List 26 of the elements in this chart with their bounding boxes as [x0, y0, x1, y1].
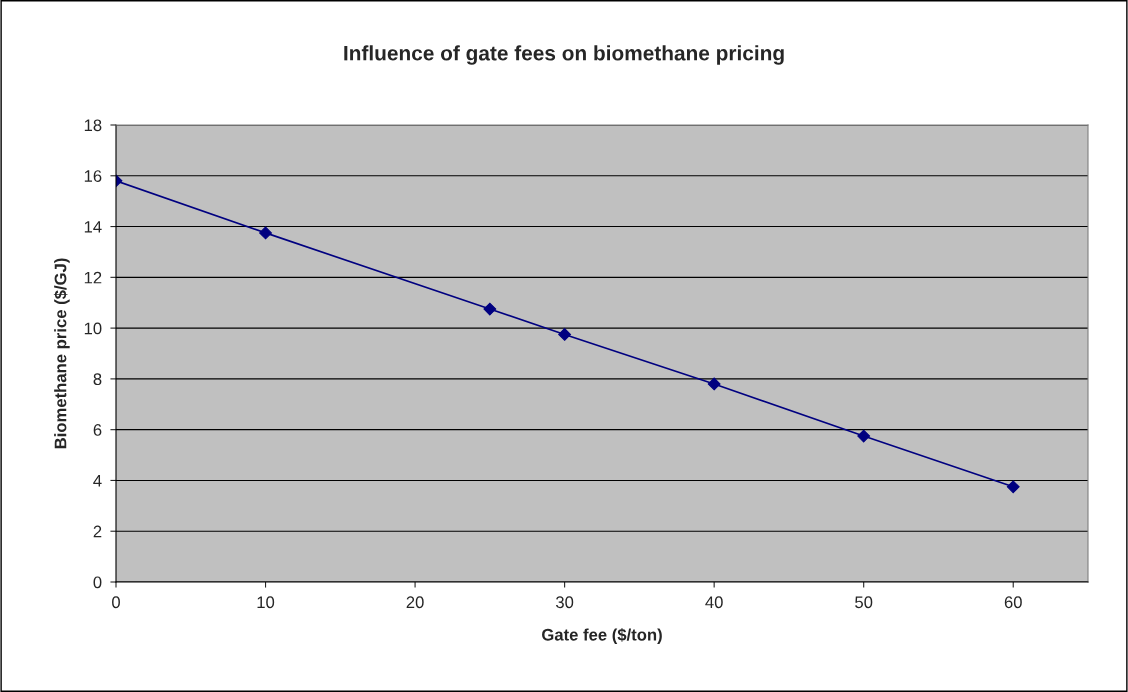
point — [857, 429, 871, 443]
x-tick-label: 30 — [555, 596, 574, 609]
y-tick-label: 16 — [84, 170, 102, 182]
y-tick-label: 0 — [93, 576, 102, 589]
x-tick-label: 20 — [406, 596, 424, 609]
point — [707, 377, 721, 391]
x-tick-label: 60 — [1004, 596, 1022, 609]
y-tick-label: 14 — [84, 221, 102, 233]
y-tick-label: 8 — [93, 373, 102, 386]
x-tick-label: 0 — [112, 596, 120, 609]
point — [483, 302, 497, 316]
y-tick-label: 18 — [84, 119, 102, 132]
x-tick-label: 40 — [705, 596, 723, 609]
y-axis-title: Biomethane price ($/GJ) — [53, 258, 70, 449]
x-tick-label: 50 — [855, 596, 873, 609]
y-tick-label: 2 — [93, 525, 102, 538]
point — [558, 328, 572, 341]
x-tick-label: 10 — [257, 596, 275, 609]
y-tick-label: 4 — [93, 475, 102, 487]
point — [259, 226, 272, 240]
y-tick-label: 10 — [84, 322, 102, 335]
y-tick-label: 6 — [93, 424, 102, 436]
y-tick-label: 12 — [84, 271, 102, 284]
chart-title: Influence of gate fees on biomethane pricing — [344, 45, 784, 65]
point — [1006, 480, 1020, 494]
x-axis-title: Gate fee ($/ton) — [542, 628, 662, 644]
